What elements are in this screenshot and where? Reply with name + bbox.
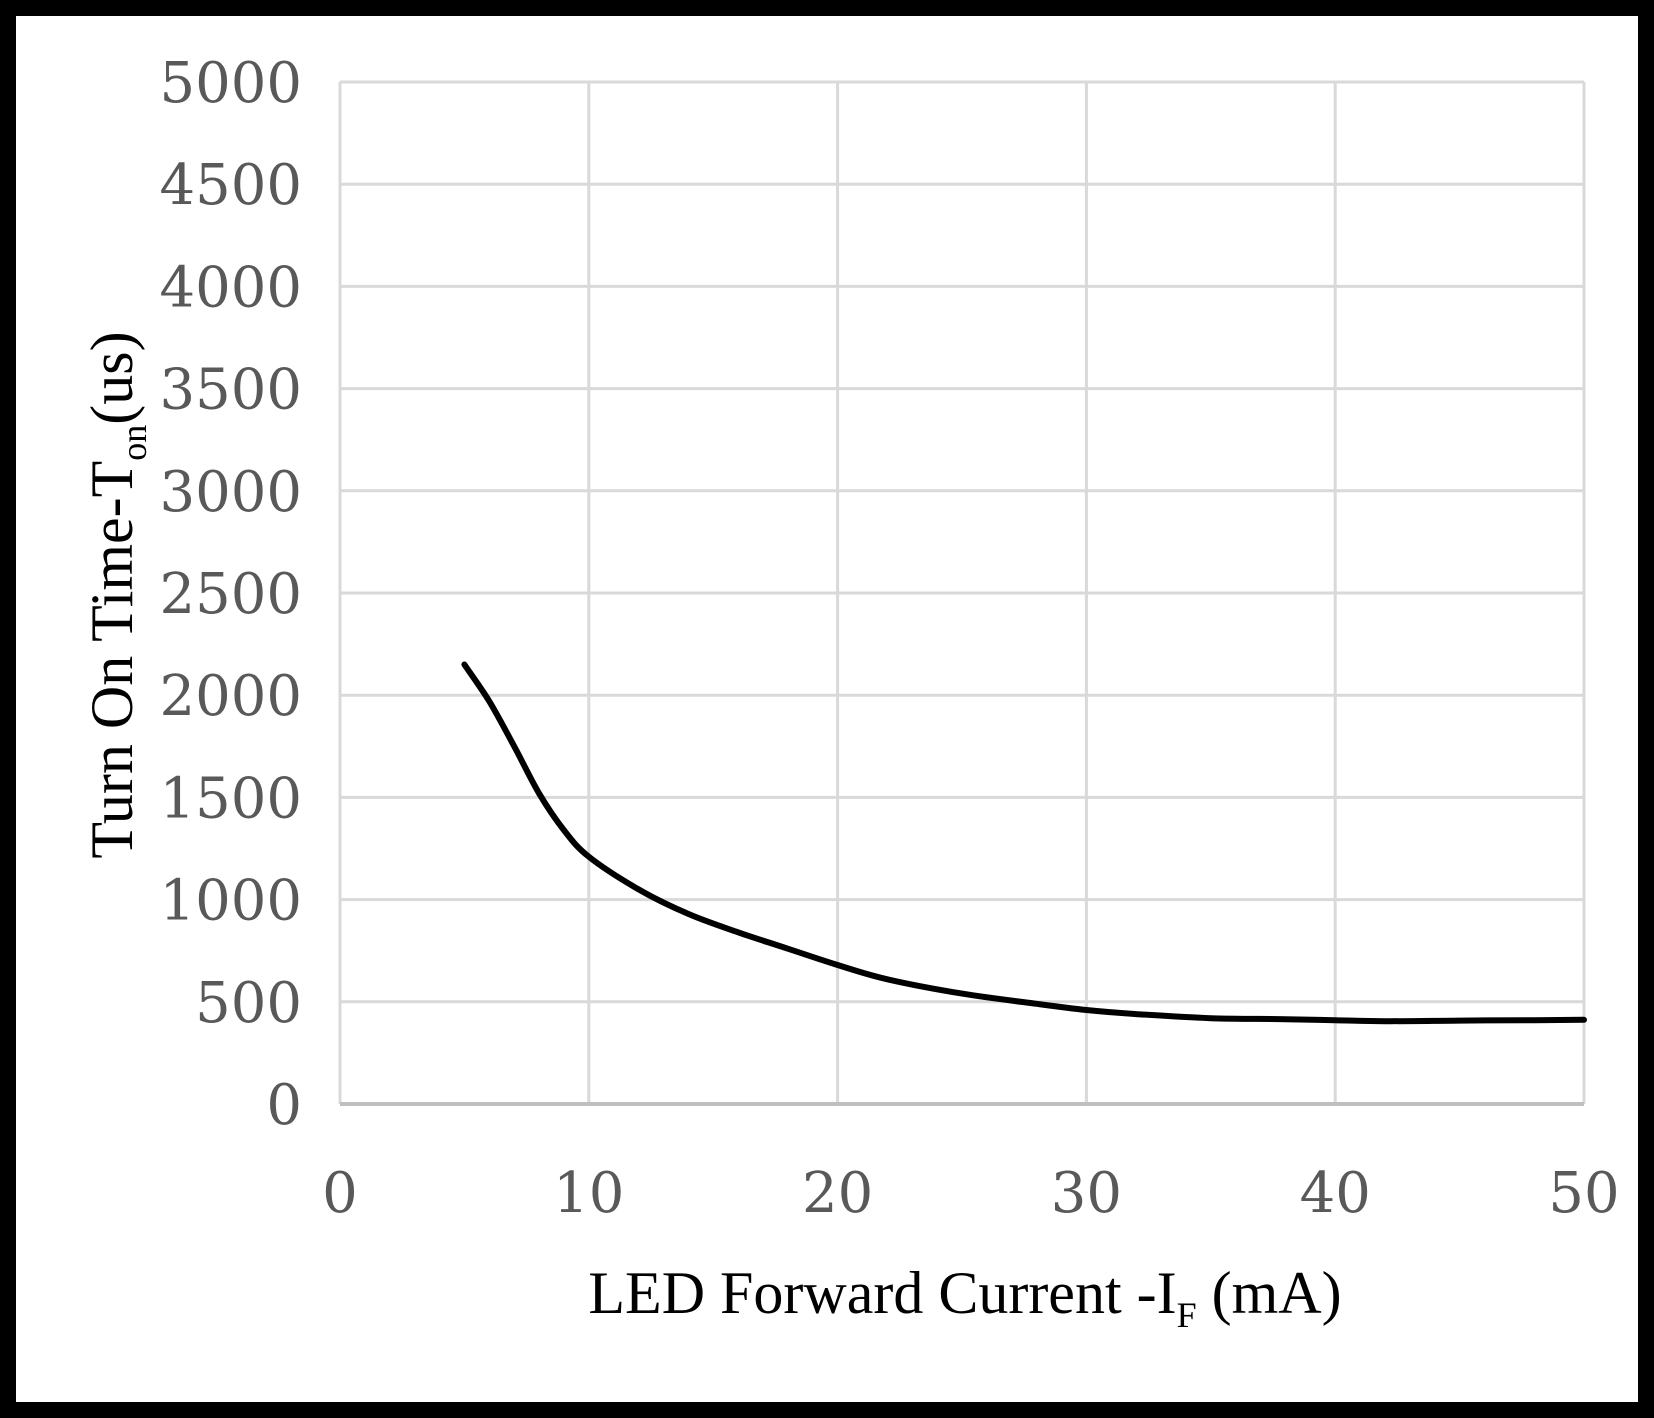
grid-lines [338, 80, 1586, 1104]
y-tick-label-4500: 4500 [159, 153, 302, 218]
x-tick-label-10: 10 [553, 1161, 624, 1226]
y-tick-label-4000: 4000 [159, 255, 302, 320]
x-tick-label-20: 20 [802, 1161, 873, 1226]
y-tick-label-3500: 3500 [159, 358, 302, 423]
y-tick-label-500: 500 [195, 971, 302, 1036]
y-tick-label-0: 0 [266, 1073, 302, 1138]
y-tick-label-5000: 5000 [159, 51, 302, 116]
data-series [461, 661, 1587, 1025]
y-axis-title: Turn On Time-Ton(us) [79, 331, 154, 858]
y-tick-label-2500: 2500 [159, 562, 302, 627]
y-tick-label-1000: 1000 [159, 869, 302, 934]
x-tick-labels: 0 10 20 30 40 50 [322, 1161, 1619, 1226]
y-tick-label-2000: 2000 [159, 664, 302, 729]
series-line-0 [461, 661, 1587, 1025]
y-tick-labels: 0 500 1000 1500 2000 2500 3000 3500 4000 4500 5000 [159, 51, 302, 1138]
y-tick-label-1500: 1500 [159, 766, 302, 831]
x-tick-label-30: 30 [1051, 1161, 1122, 1226]
x-tick-label-40: 40 [1300, 1161, 1371, 1226]
x-tick-label-50: 50 [1548, 1161, 1619, 1226]
x-axis-title: LED Forward Current -IF (mA) [588, 1260, 1341, 1335]
x-tick-label-0: 0 [322, 1161, 358, 1226]
y-tick-label-3000: 3000 [159, 460, 302, 525]
